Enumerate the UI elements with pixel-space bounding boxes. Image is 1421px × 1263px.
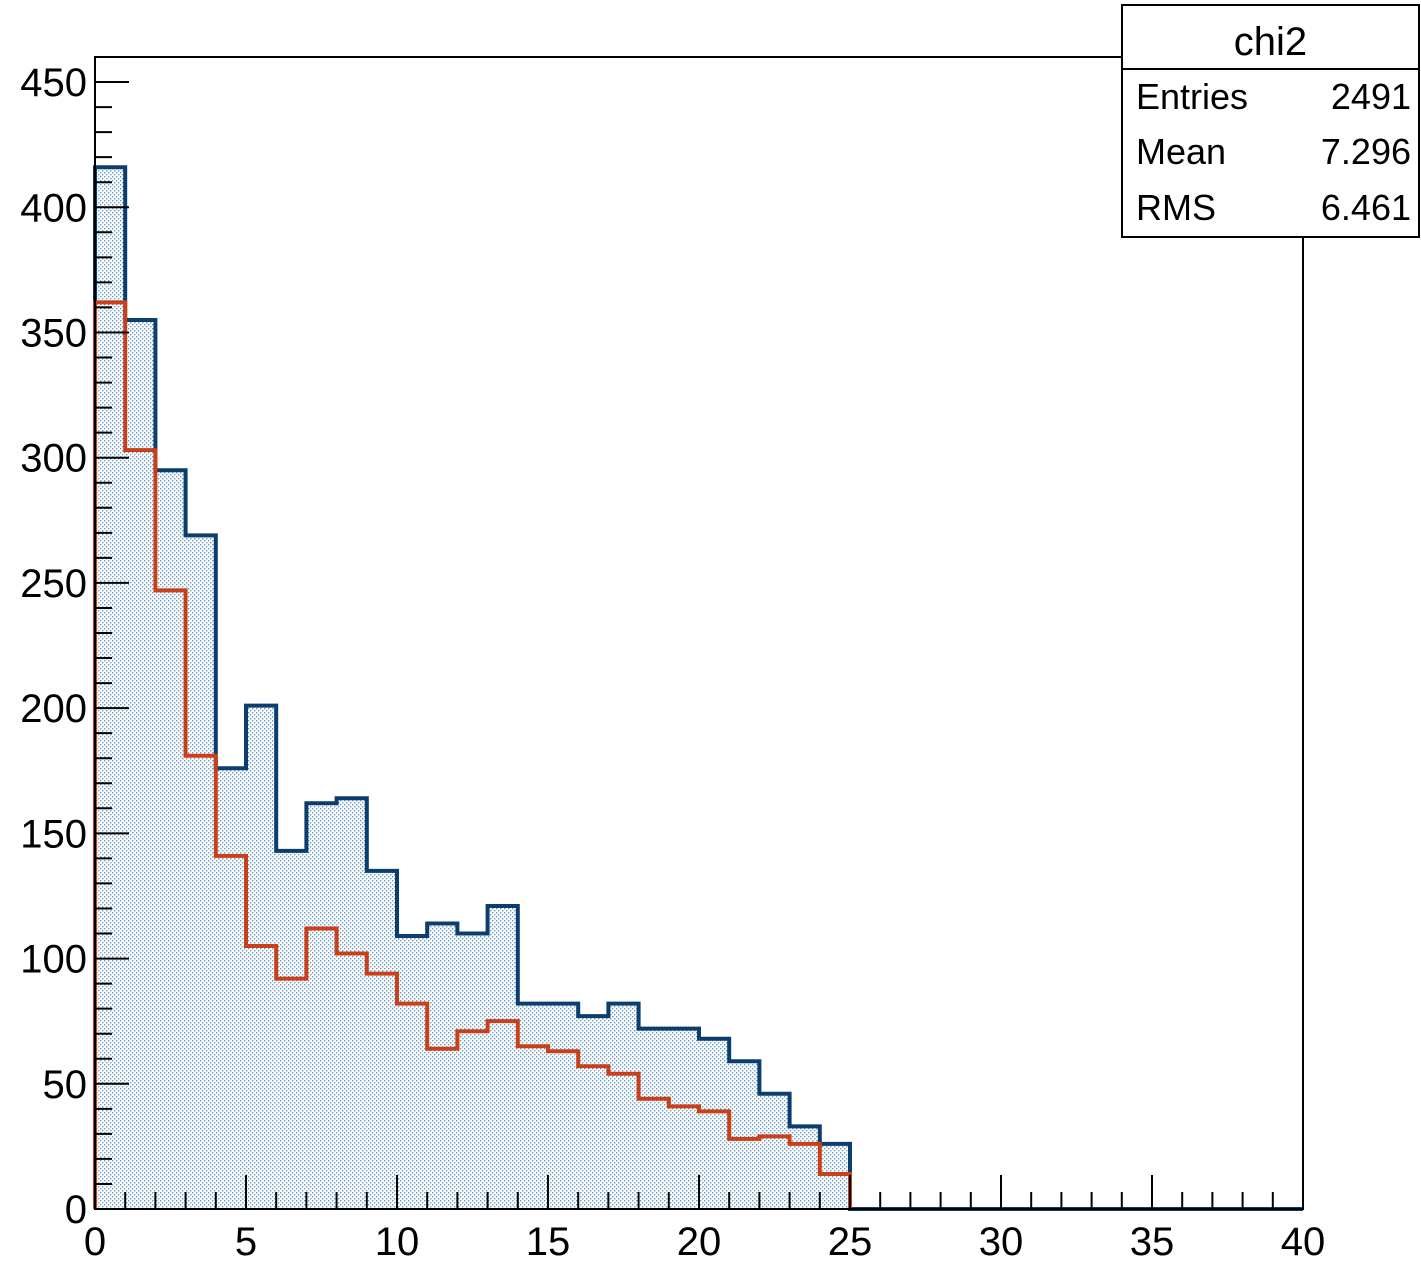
y-tick-label: 150 (20, 812, 87, 856)
stats-box: chi2 Entries 2491 Mean 7.296 RMS 6.461 (1121, 4, 1420, 238)
x-tick-label: 30 (979, 1220, 1024, 1263)
histogram-bar-fill (125, 319, 156, 1209)
histogram-bar-fill (759, 1093, 790, 1209)
stats-box-title: chi2 (1234, 20, 1307, 64)
histogram-bar-fill (306, 803, 337, 1209)
axis-ticks (94, 56, 1304, 1210)
histogram-bar-fill (457, 933, 488, 1209)
histogram-bar-fill (155, 470, 186, 1209)
histogram-bar-fill (427, 923, 458, 1209)
x-tick-label: 5 (235, 1220, 257, 1263)
histogram-bar-fill (789, 1126, 820, 1209)
histogram-bar-fill (185, 535, 216, 1209)
histogram-bar-fill (517, 1003, 548, 1209)
x-tick-label: 20 (677, 1220, 722, 1263)
histogram-bar-fill (336, 798, 367, 1209)
x-tick-label: 10 (375, 1220, 420, 1263)
histogram-bar-fill (548, 1003, 579, 1209)
stats-box-frame (1121, 4, 1420, 238)
x-tick-label: 15 (526, 1220, 571, 1263)
histogram-bar-fill (729, 1061, 760, 1209)
y-tick-label: 250 (20, 562, 87, 606)
y-tick-label: 50 (43, 1063, 88, 1107)
histogram-bar-fill (487, 905, 518, 1209)
histogram-bar-fill (578, 1016, 609, 1209)
histogram-bar-fill (819, 1143, 850, 1209)
histogram-bar-fill (668, 1028, 699, 1209)
histogram-bar-fill (699, 1038, 730, 1209)
histogram-fill-layer (95, 167, 850, 1210)
x-tick-label: 40 (1281, 1220, 1326, 1263)
axis-tick-labels: 0 5 10 15 20 25 30 35 40050100150200250300350400… (20, 61, 1325, 1263)
stats-row-value: 2491 (1331, 76, 1411, 117)
y-tick-label: 0 (65, 1188, 87, 1232)
y-tick-label: 200 (20, 687, 87, 731)
x-tick-label: 35 (1130, 1220, 1175, 1263)
x-tick-label: 0 (84, 1220, 106, 1263)
histogram-bar-fill (608, 1003, 639, 1209)
x-tick-label: 25 (828, 1220, 873, 1263)
histogram-bar-fill (397, 936, 428, 1209)
histogram-bar-fill (276, 850, 307, 1209)
histogram-bar-fill (215, 768, 246, 1209)
histogram-bar-fill (638, 1028, 669, 1209)
stats-row-value: 7.296 (1321, 131, 1411, 172)
y-tick-label: 450 (20, 61, 87, 105)
stats-row-label: Mean (1136, 131, 1226, 172)
histogram-bar-fill (366, 870, 397, 1209)
histogram-bar-fill (95, 167, 126, 1210)
y-tick-label: 350 (20, 311, 87, 355)
y-tick-label: 400 (20, 186, 87, 230)
histogram-bar-fill (246, 705, 277, 1209)
stats-row-label: Entries (1136, 76, 1248, 117)
stats-row-value: 6.461 (1321, 187, 1411, 228)
y-tick-label: 100 (20, 938, 87, 982)
y-tick-label: 300 (20, 437, 87, 481)
histogram-series-2-outline (93, 300, 852, 1209)
stats-row-label: RMS (1136, 187, 1216, 228)
